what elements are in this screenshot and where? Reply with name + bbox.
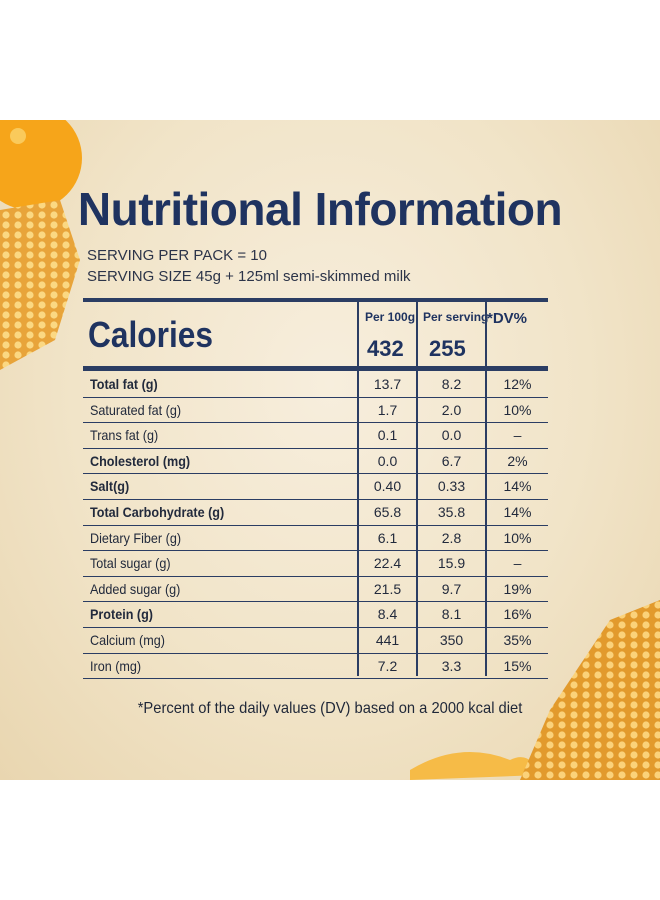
calories-label: Calories	[88, 314, 214, 355]
nutrient-name: Total Carbohydrate (g)	[90, 504, 225, 520]
table-top-rule	[83, 298, 548, 302]
value-dv: 14%	[503, 504, 532, 520]
value-per-100g: 7.2	[377, 657, 398, 674]
table-row: Total fat (g) 13.7 8.2 12%	[83, 371, 548, 397]
table-row: Dietary Fiber (g) 6.1 2.8 10%	[83, 525, 548, 551]
value-dv: 16%	[503, 606, 532, 623]
column-divider	[357, 302, 359, 676]
value-per-serving: 3.3	[441, 657, 462, 674]
nutrient-name: Total sugar (g)	[90, 555, 171, 572]
calories-per-serving: 255	[429, 336, 466, 361]
row-divider	[83, 524, 548, 526]
calories-per-100g: 432	[367, 336, 404, 361]
table-row: Trans fat (g) 0.1 0.0 –	[83, 422, 548, 448]
value-per-100g: 65.8	[373, 504, 402, 520]
value-dv: 19%	[503, 580, 532, 597]
value-dv: 14%	[503, 478, 532, 495]
nutrient-name: Saturated fat (g)	[90, 401, 182, 418]
value-dv: –	[513, 427, 522, 444]
table-row: Saturated fat (g) 1.7 2.0 10%	[83, 397, 548, 423]
value-per-serving: 8.1	[441, 606, 462, 623]
table-row: Added sugar (g) 21.5 9.7 19%	[83, 576, 548, 602]
nutrient-name: Dietary Fiber (g)	[90, 529, 182, 546]
value-dv: 10%	[503, 401, 532, 418]
value-dv: 10%	[503, 529, 532, 546]
value-per-100g: 21.5	[373, 580, 402, 597]
value-per-100g: 0.40	[373, 478, 402, 495]
value-dv: –	[513, 555, 522, 572]
table-row: Salt(g) 0.40 0.33 14%	[83, 473, 548, 499]
nutrient-name: Cholesterol (mg)	[90, 452, 191, 469]
value-per-100g: 441	[375, 632, 400, 648]
value-per-100g: 6.1	[377, 529, 398, 546]
table-row: Cholesterol (mg) 0.0 6.7 2%	[83, 448, 548, 474]
value-per-100g: 0.1	[377, 427, 398, 444]
value-per-serving: 9.7	[441, 580, 462, 597]
row-divider	[83, 550, 548, 552]
value-per-100g: 8.4	[377, 606, 398, 623]
page-title: Nutritional Information	[77, 183, 563, 235]
row-divider	[83, 473, 548, 475]
header-per-100g: Per 100g	[365, 310, 416, 324]
value-per-100g: 1.7	[377, 401, 398, 418]
table-thick-rule	[83, 366, 548, 371]
serving-per-pack: SERVING PER PACK = 10	[87, 247, 267, 264]
value-per-serving: 35.8	[437, 504, 466, 520]
row-divider	[83, 499, 548, 500]
nutrient-name: Iron (mg)	[90, 657, 142, 674]
value-per-serving: 6.7	[441, 452, 462, 469]
row-divider	[83, 396, 548, 398]
table-row: Iron (mg) 7.2 3.3 15%	[83, 653, 548, 679]
table-row: Total Carbohydrate (g) 65.8 35.8 14%	[83, 499, 548, 525]
nutrient-name: Salt(g)	[90, 478, 130, 495]
value-dv: 15%	[503, 657, 532, 674]
nutrient-name: Trans fat (g)	[90, 427, 159, 444]
table-row: Calcium (mg) 441 350 35%	[83, 627, 548, 653]
column-divider	[416, 302, 418, 676]
nutrition-panel: Nutritional Information SERVING PER PACK…	[0, 120, 660, 780]
value-per-100g: 0.0	[377, 452, 398, 469]
row-divider	[83, 575, 548, 577]
value-per-100g: 13.7	[373, 376, 402, 392]
nutrient-name: Calcium (mg)	[90, 632, 165, 648]
value-per-serving: 350	[439, 632, 464, 648]
row-divider	[83, 678, 548, 680]
row-divider	[83, 422, 548, 424]
nutrient-name: Total fat (g)	[90, 376, 158, 392]
value-per-100g: 22.4	[373, 555, 402, 572]
value-dv: 12%	[503, 376, 532, 392]
row-divider	[83, 627, 548, 628]
nutrient-name: Added sugar (g)	[90, 580, 181, 597]
honeycomb-right-decoration	[410, 600, 660, 780]
value-per-serving: 8.2	[441, 376, 462, 392]
table-row: Total sugar (g) 22.4 15.9 –	[83, 550, 548, 576]
value-per-serving: 0.33	[437, 478, 466, 495]
value-dv: 2%	[507, 452, 528, 469]
honeycomb-left-decoration	[0, 200, 80, 370]
header-per-serving: Per serving	[423, 310, 489, 324]
value-per-serving: 2.8	[441, 529, 462, 546]
value-per-serving: 15.9	[437, 555, 466, 572]
row-divider	[83, 652, 548, 654]
value-per-serving: 2.0	[441, 401, 462, 418]
nutrient-name: Protein (g)	[90, 606, 153, 623]
header-dv: *DV%	[487, 310, 528, 327]
row-divider	[83, 601, 548, 603]
row-divider	[83, 447, 548, 449]
column-divider	[485, 302, 487, 676]
serving-size: SERVING SIZE 45g + 125ml semi-skimmed mi…	[87, 268, 411, 285]
footnote: *Percent of the daily values (DV) based …	[137, 700, 523, 717]
value-dv: 35%	[503, 632, 532, 648]
table-row: Protein (g) 8.4 8.1 16%	[83, 601, 548, 627]
honey-drop-decoration	[0, 120, 82, 210]
value-per-serving: 0.0	[441, 427, 462, 444]
